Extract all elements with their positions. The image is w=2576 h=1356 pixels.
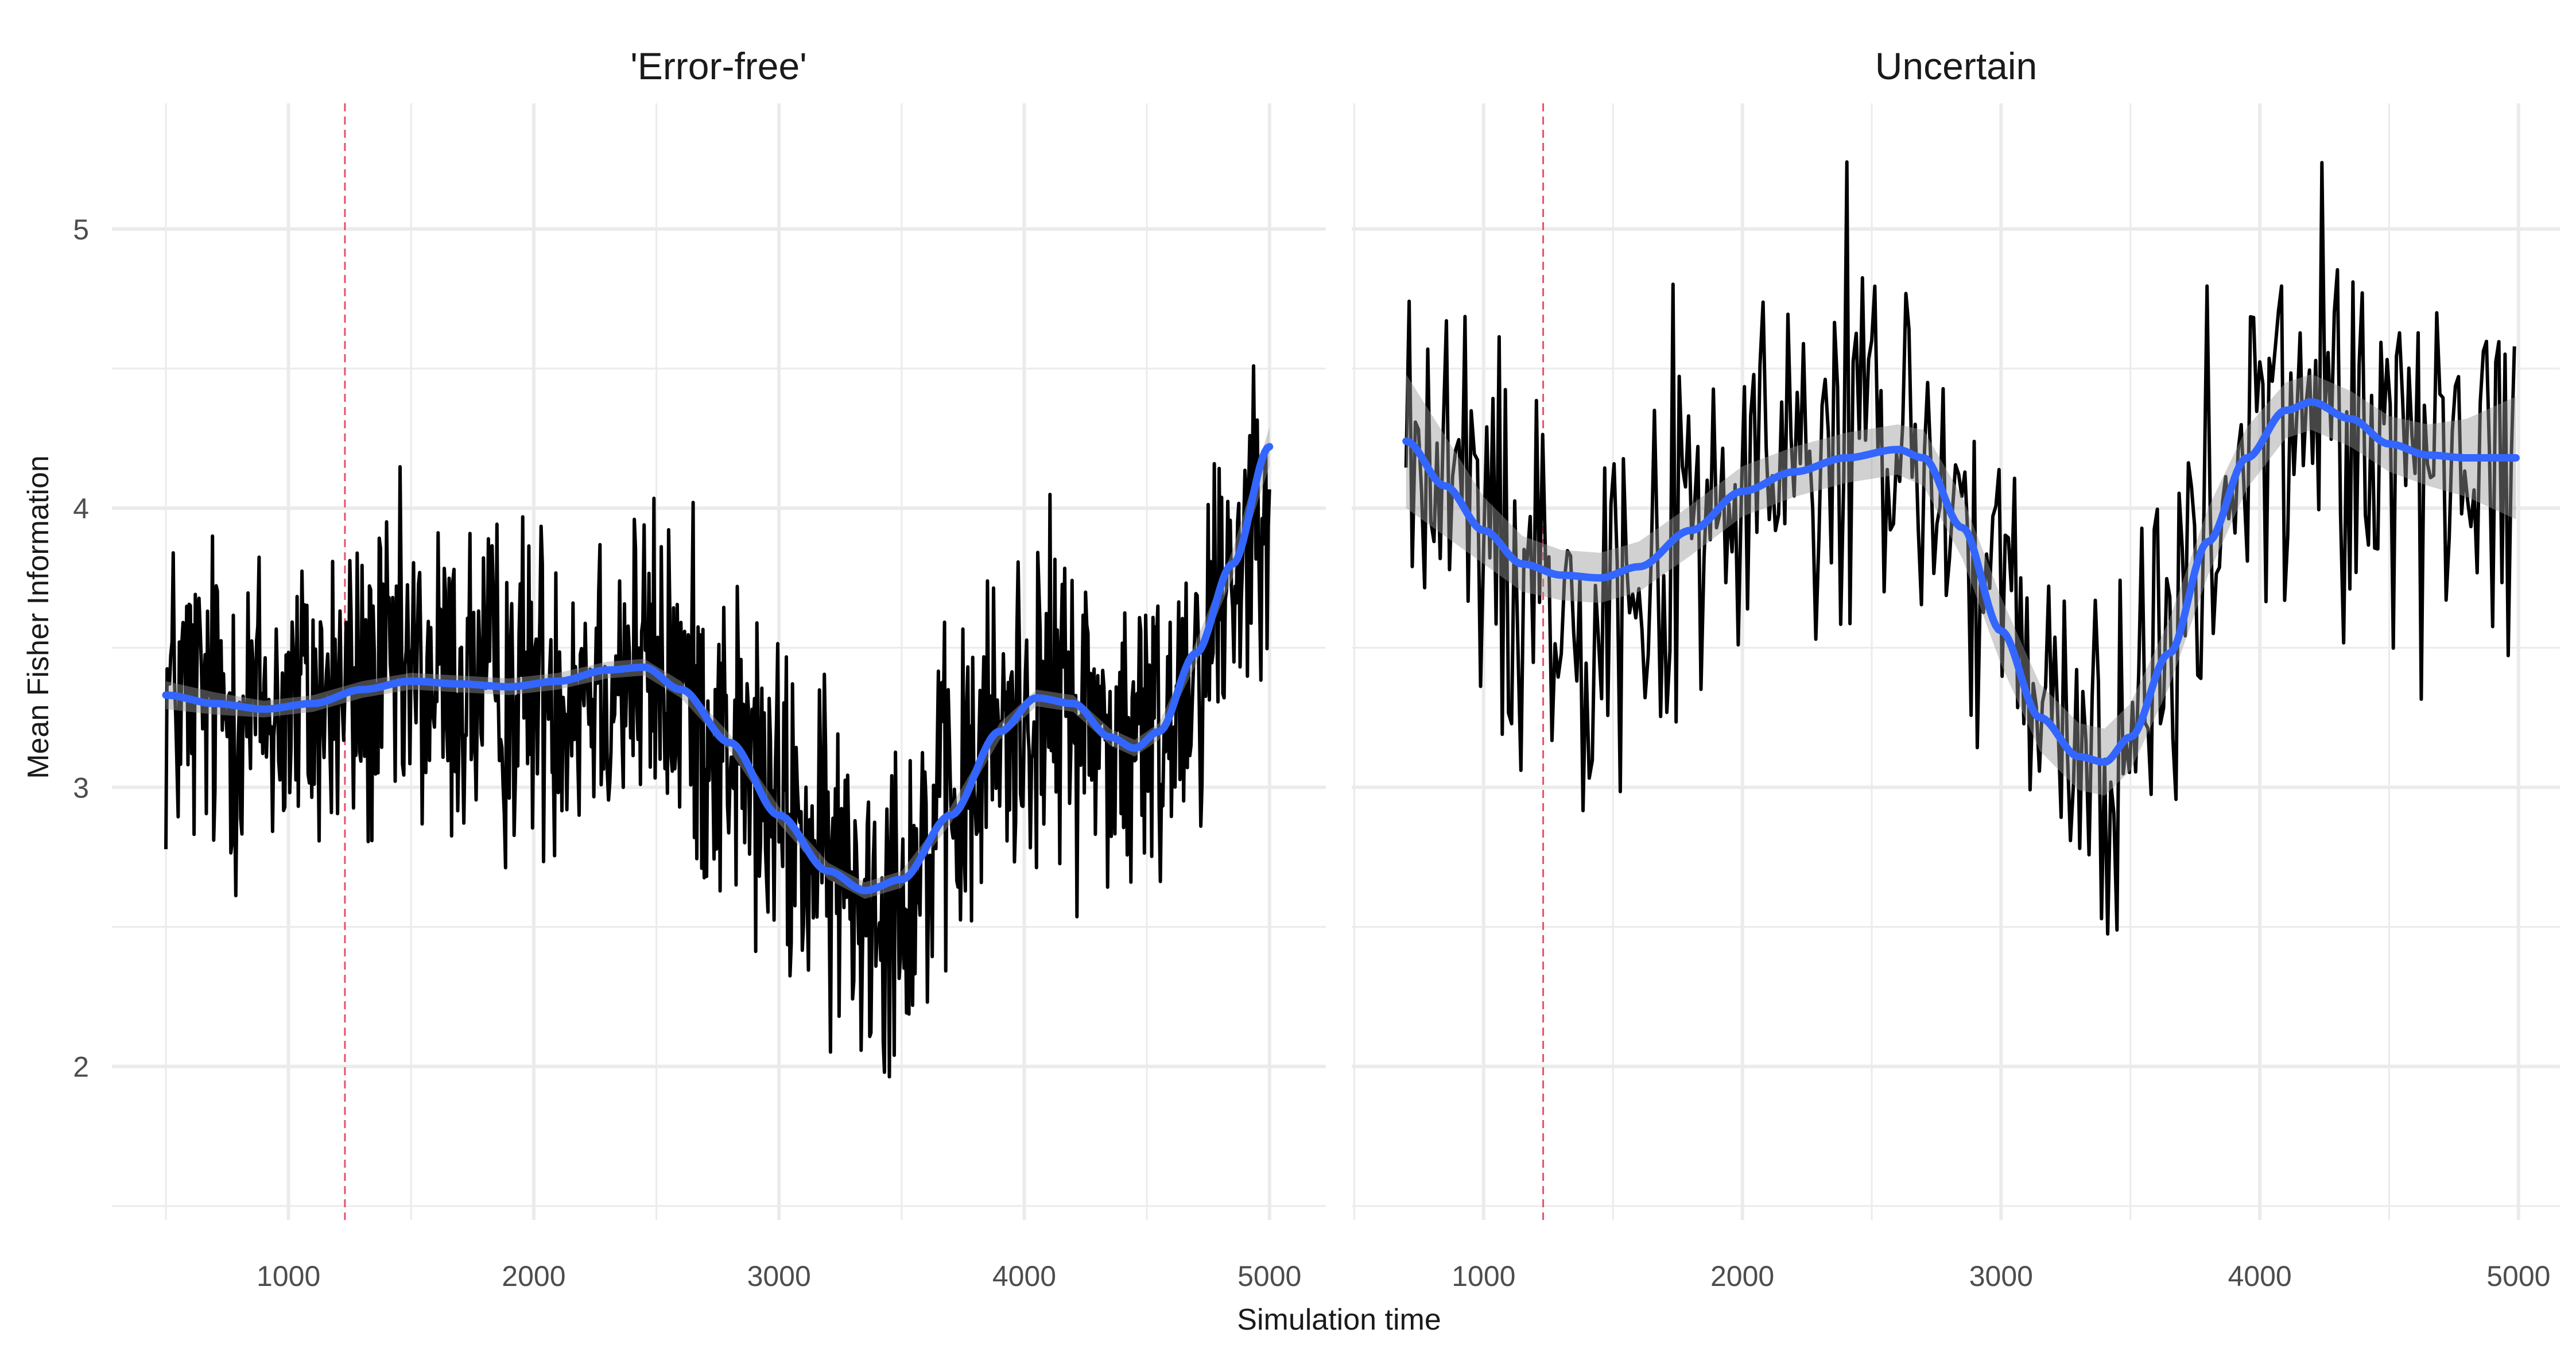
x-tick-label: 5000 <box>2486 1260 2550 1292</box>
panel-title: Uncertain <box>1875 45 2037 87</box>
panel-error-free: 'Error-free' 1000 2000 3000 4000 5000 2 3 4 5 <box>73 45 1326 1292</box>
x-tick-label: 2000 <box>502 1260 565 1292</box>
x-axis-title: Simulation time <box>1237 1303 1441 1336</box>
x-tick-label: 4000 <box>992 1260 1056 1292</box>
x-tick-label: 1000 <box>257 1260 320 1292</box>
smooth-confidence-ribbon <box>1406 374 2516 796</box>
y-tick-label: 5 <box>73 214 89 246</box>
x-tick-label: 4000 <box>2228 1260 2292 1292</box>
smooth-fit-line <box>162 443 1274 894</box>
x-tick-label: 2000 <box>1710 1260 1774 1292</box>
raw-series-line <box>164 364 1271 1079</box>
x-tick-label: 3000 <box>747 1260 811 1292</box>
panel-title: 'Error-free' <box>630 45 807 87</box>
smooth-fit-line <box>1402 398 2520 766</box>
x-tick-label: 1000 <box>1452 1260 1515 1292</box>
panel-uncertain: Uncertain 1000 2000 3000 4000 5000 <box>1352 45 2560 1292</box>
y-tick-label: 4 <box>73 493 89 525</box>
y-tick-label: 2 <box>73 1051 89 1083</box>
y-axis-title: Mean Fisher Information <box>22 455 55 779</box>
y-tick-label: 3 <box>73 772 89 804</box>
x-tick-label: 5000 <box>1237 1260 1301 1292</box>
x-tick-label: 3000 <box>1969 1260 2033 1292</box>
raw-series-line <box>1404 160 2516 936</box>
